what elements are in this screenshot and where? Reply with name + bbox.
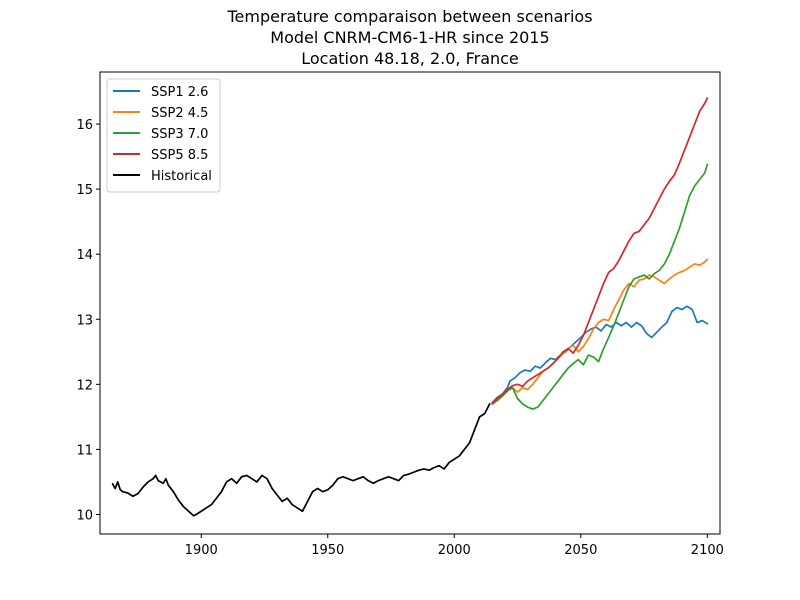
x-axis: 1900 1950 2000 2050 2100 [185, 534, 724, 558]
x-tick-label: 2100 [691, 543, 724, 558]
y-tick-label: 12 [76, 378, 93, 393]
y-tick-label: 10 [76, 508, 93, 523]
legend: SSP1 2.6 SSP2 4.5 SSP3 7.0 SSP5 8.5 Historic… [106, 78, 221, 193]
series-line-4 [111, 403, 491, 517]
y-tick-label: 16 [76, 118, 93, 133]
x-tick-label: 2000 [438, 543, 471, 558]
series-line-2 [491, 163, 709, 410]
y-tick-label: 11 [76, 443, 93, 458]
x-tick-label: 2050 [564, 543, 597, 558]
legend-label-0: SSP1 2.6 [151, 85, 208, 100]
chart-title-line-3: Location 48.18, 2.0, France [301, 49, 519, 68]
series-line-3 [491, 97, 709, 405]
y-tick-label: 15 [76, 183, 93, 198]
x-tick-label: 1950 [311, 543, 344, 558]
legend-label-3: SSP5 8.5 [151, 148, 208, 163]
chart-title-line-1: Temperature comparaison between scenario… [226, 7, 592, 26]
y-tick-label: 14 [76, 248, 93, 263]
legend-label-1: SSP2 4.5 [151, 106, 208, 121]
chart-title-line-2: Model CNRM-CM6-1-HR since 2015 [270, 28, 549, 47]
series-line-1 [491, 258, 709, 405]
series-line-0 [491, 305, 709, 404]
plot-area-frame [99, 71, 721, 535]
x-tick-label: 1900 [185, 543, 218, 558]
series-layer [111, 97, 709, 517]
legend-label-4: Historical [151, 169, 212, 184]
y-axis: 10 11 12 13 14 15 16 [76, 118, 100, 523]
y-tick-label: 13 [76, 313, 93, 328]
legend-box [106, 78, 221, 193]
chart-title: Temperature comparaison between scenario… [226, 7, 592, 68]
legend-label-2: SSP3 7.0 [151, 127, 208, 142]
